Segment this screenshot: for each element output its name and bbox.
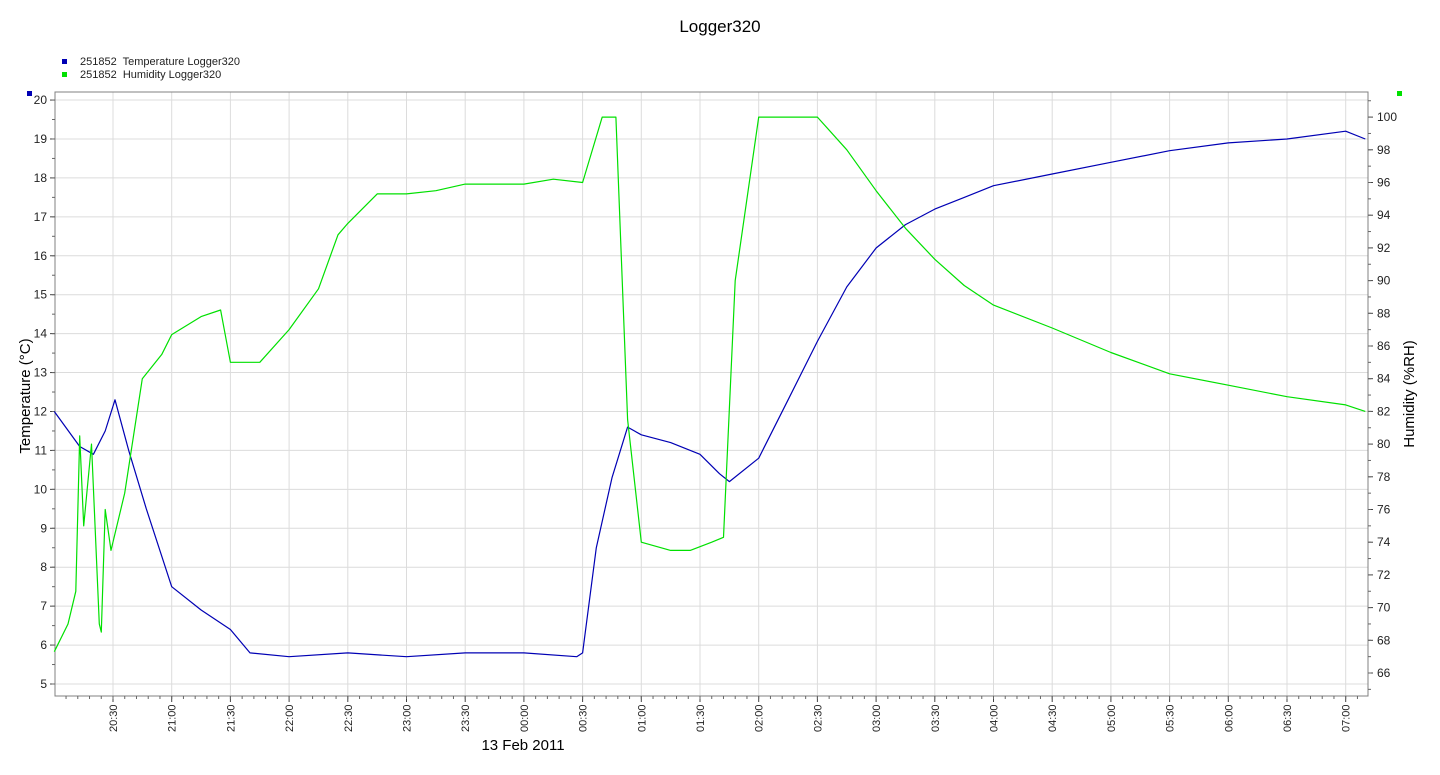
y-tick-label: 15 — [34, 288, 48, 302]
series-line-temperature — [53, 130, 1366, 658]
x-tick-label: 22:30 — [343, 704, 355, 732]
y2-axis-label: Humidity (%RH) — [1401, 340, 1418, 448]
x-tick-label: 00:30 — [578, 704, 590, 732]
y2-tick-label: 90 — [1377, 274, 1391, 288]
y-tick-label: 19 — [34, 132, 48, 146]
right-axis: 66 68 70 72 74 76 78 80 82 84 86 88 90 92 94 96 98 100 — [1368, 100, 1397, 690]
x-tick-label: 02:30 — [812, 704, 824, 732]
y-axis-label: Temperature (°C) — [17, 338, 34, 453]
x-tick-label: 05:30 — [1165, 704, 1177, 732]
legend-entry-temperature: 251852 Temperature Logger320 — [80, 56, 240, 68]
y2-tick-label: 96 — [1377, 176, 1391, 190]
y-tick-label: 10 — [34, 482, 48, 496]
legend-swatch-temperature — [62, 59, 67, 64]
y2-tick-label: 80 — [1377, 437, 1391, 451]
x-tick-label: 01:30 — [695, 704, 707, 732]
date-label: 13 Feb 2011 — [481, 737, 564, 754]
y-tick-label: 14 — [34, 327, 48, 341]
y2-tick-label: 70 — [1377, 601, 1391, 615]
x-tick-label: 04:30 — [1047, 704, 1059, 732]
x-tick-label: 03:00 — [871, 704, 883, 732]
y-tick-label: 11 — [35, 443, 48, 457]
x-tick-label: 23:00 — [402, 704, 414, 732]
left-axis: 5 6 7 8 9 10 11 12 13 14 15 16 17 18 19 20 — [34, 93, 55, 691]
y2-tick-label: 76 — [1377, 503, 1391, 517]
x-tick-label: 01:00 — [636, 704, 648, 732]
y2-tick-label: 78 — [1377, 470, 1391, 484]
x-axis: 20:30 21:00 21:30 22:00 22:30 23:00 23:30 00:00… — [65, 696, 1358, 732]
y2-tick-label: 92 — [1377, 241, 1391, 255]
y2-tick-label: 66 — [1377, 666, 1391, 680]
y2-tick-label: 84 — [1377, 372, 1391, 386]
x-tick-label: 03:30 — [930, 704, 942, 732]
y-tick-label: 8 — [40, 560, 47, 574]
legend: 251852 Temperature Logger320 251852 Humi… — [62, 56, 240, 81]
left-axis-marker — [27, 91, 32, 96]
y-tick-label: 7 — [40, 599, 47, 613]
x-tick-label: 22:00 — [284, 704, 296, 732]
y-tick-label: 16 — [34, 249, 48, 263]
legend-swatch-humidity — [62, 72, 67, 77]
x-tick-label: 23:30 — [460, 704, 472, 732]
x-tick-label: 06:30 — [1282, 704, 1294, 732]
y2-tick-label: 82 — [1377, 404, 1391, 418]
y2-tick-label: 74 — [1377, 535, 1391, 549]
x-tick-label: 20:30 — [108, 704, 120, 732]
plot-frame — [54, 91, 1369, 697]
y2-tick-label: 100 — [1377, 110, 1397, 124]
y-tick-label: 5 — [40, 677, 47, 691]
y2-tick-label: 94 — [1377, 208, 1391, 222]
x-tick-label: 21:00 — [167, 704, 179, 732]
legend-entry-humidity: 251852 Humidity Logger320 — [80, 69, 221, 81]
x-tick-label: 06:00 — [1223, 704, 1235, 732]
grid — [55, 92, 1368, 696]
y2-tick-label: 88 — [1377, 306, 1391, 320]
y-tick-label: 20 — [34, 93, 48, 107]
y-tick-label: 17 — [34, 210, 48, 224]
y-tick-label: 18 — [34, 171, 48, 185]
series-line-humidity — [53, 116, 1366, 652]
y2-tick-label: 98 — [1377, 143, 1391, 157]
series — [53, 116, 1366, 658]
y-tick-label: 9 — [40, 521, 47, 535]
y-tick-label: 6 — [40, 638, 47, 652]
x-tick-label: 07:00 — [1341, 704, 1353, 732]
y2-tick-label: 72 — [1377, 568, 1391, 582]
x-tick-label: 00:00 — [519, 704, 531, 732]
x-tick-label: 05:00 — [1106, 704, 1118, 732]
y-tick-label: 13 — [34, 366, 48, 380]
x-tick-label: 02:00 — [754, 704, 766, 732]
right-axis-marker — [1397, 91, 1402, 96]
x-tick-label: 21:30 — [225, 704, 237, 732]
y2-tick-label: 68 — [1377, 633, 1391, 647]
x-tick-label: 04:00 — [989, 704, 1001, 732]
y-tick-label: 12 — [34, 404, 48, 418]
y2-tick-label: 86 — [1377, 339, 1391, 353]
chart-title: Logger320 — [679, 17, 760, 36]
